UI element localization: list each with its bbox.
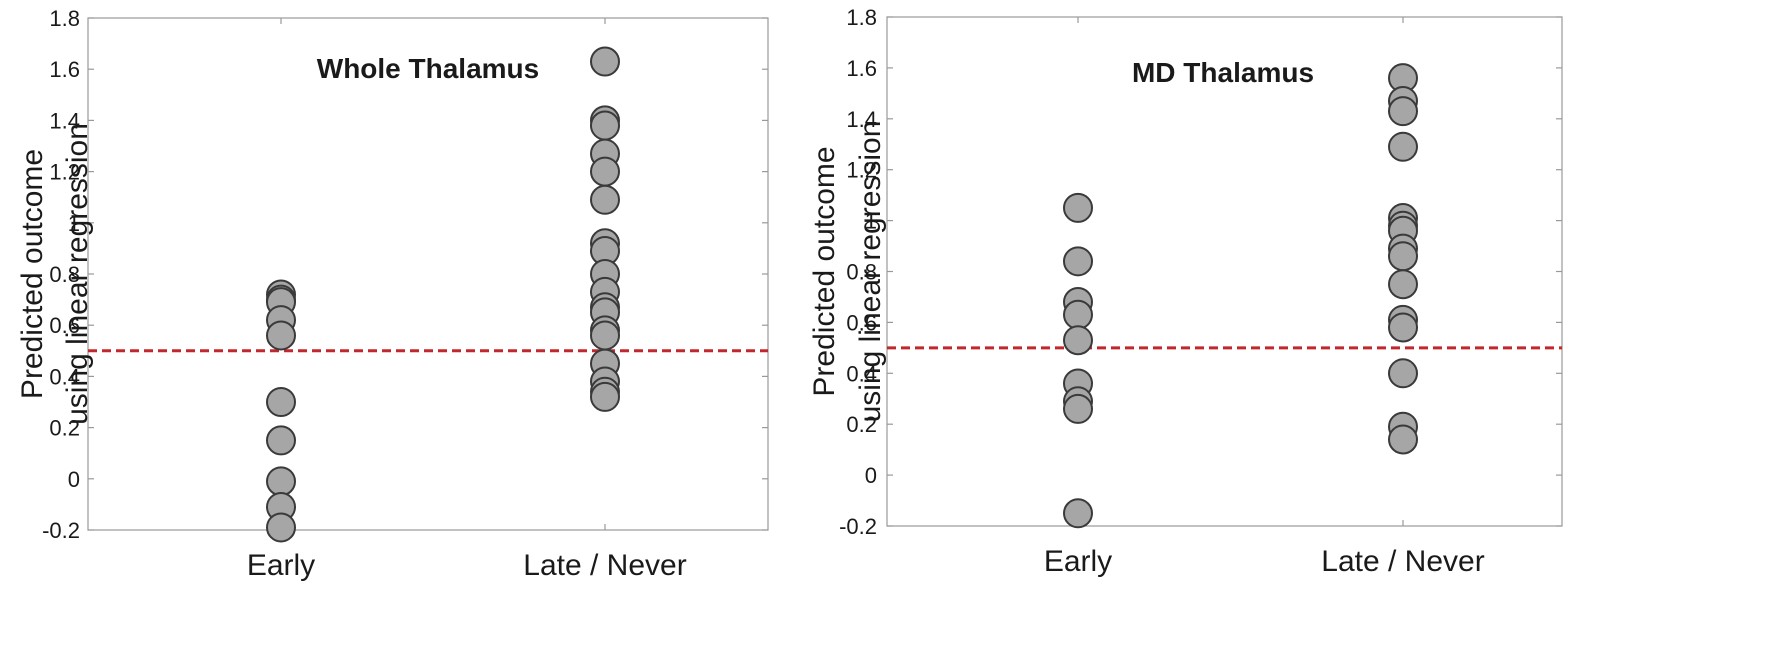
y-axis-label: using linear regression [61,123,94,425]
data-point [590,156,620,187]
data-point [266,425,296,456]
data-point [1388,358,1418,389]
y-tick-label: 1 [865,209,877,234]
y-axis-label: Predicted outcome [808,146,841,396]
y-tick-label: -0.2 [839,514,877,539]
chart-title: Whole Thalamus [317,53,539,84]
y-tick-label: 1.8 [49,6,80,31]
x-category-label: Early [1044,545,1112,578]
data-point [590,46,620,77]
y-tick-label: 1.6 [846,56,877,81]
y-tick-label: 1.8 [846,5,877,30]
y-tick-label: 0.2 [846,412,877,437]
data-point [590,320,620,351]
data-point [1388,312,1418,343]
data-point [266,512,296,543]
y-axis-label: Predicted outcome [16,149,49,399]
x-category-label: Late / Never [523,549,686,582]
y-tick-label: 0.4 [846,361,877,386]
y-tick-label: 0.8 [49,262,80,287]
y-tick-label: 0.4 [49,364,80,389]
y-tick-label: 0 [865,463,877,488]
y-tick-label: 0.6 [846,310,877,335]
chart-panel-1: -0.2 0 0.2 0.4 0.6 0.8 1 1.2 1.4 1.6 1.8 Early Late … [16,6,769,582]
y-axis-label: using linear regression [854,121,887,423]
data-point [1388,131,1418,162]
y-tick-label: 1 [68,211,80,236]
data-point [266,466,296,497]
x-category-label: Early [247,549,315,582]
data-point [266,387,296,417]
y-tick-label: 0.6 [49,313,80,338]
data-point [1063,299,1093,330]
data-point [1388,424,1418,455]
data-point [590,110,620,141]
y-tick-label: 1.4 [49,108,80,133]
plot-frame [886,16,1563,527]
data-point [1063,393,1093,424]
y-tick-label: 1.2 [49,160,80,185]
data-point [1063,246,1093,277]
data-point [1063,192,1093,223]
y-tick-label: 0 [68,467,80,492]
chart-title: MD Thalamus [1132,57,1314,88]
data-point [590,184,620,215]
data-point [1063,498,1093,529]
data-point [266,320,296,351]
data-point [1388,269,1418,300]
data-point [1063,325,1093,356]
chart-panel-2: -0.2 0 0.2 0.4 0.6 0.8 1 1.2 1.4 1.6 1.8 Early Late … [808,5,1563,578]
y-tick-label: -0.2 [42,518,80,543]
data-point [1388,96,1418,127]
x-category-label: Late / Never [1321,545,1484,578]
y-tick-label: 1.2 [846,158,877,183]
y-tick-label: 1.4 [846,107,877,132]
y-tick-label: 0.2 [49,416,80,441]
plot-frame [87,17,769,531]
y-tick-label: 0.8 [846,260,877,285]
data-point [590,381,620,412]
data-point [1388,241,1418,272]
y-tick-label: 1.6 [49,57,80,82]
